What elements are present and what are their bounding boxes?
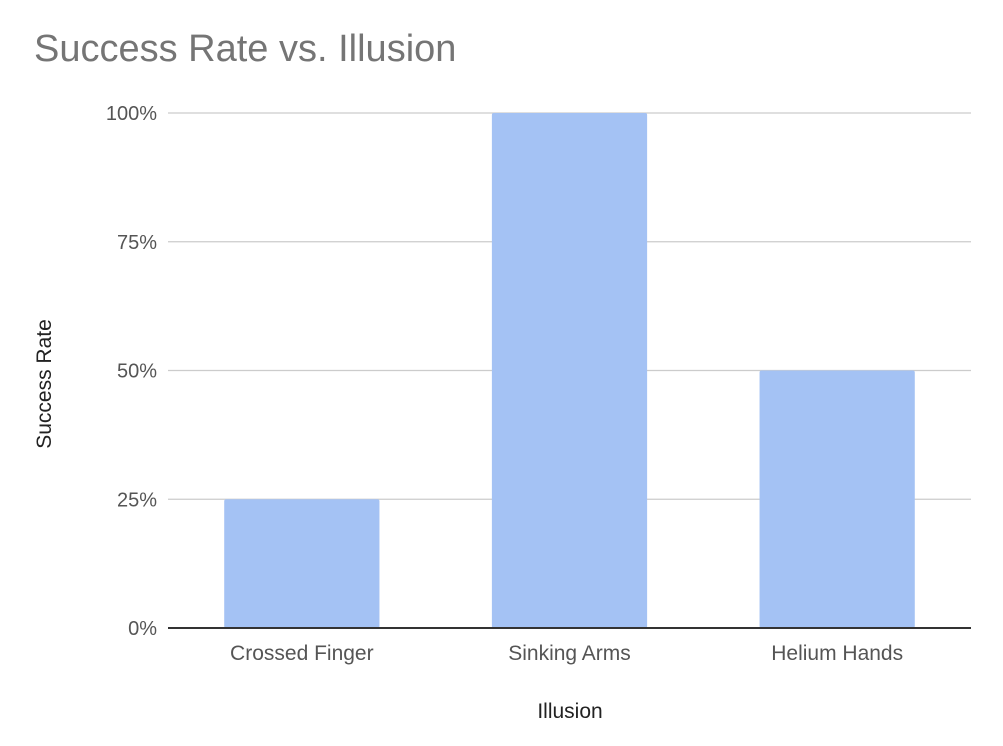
y-tick-label: 50% bbox=[117, 361, 157, 383]
x-tick-label: Helium Hands bbox=[771, 642, 903, 665]
y-tick-label: 0% bbox=[128, 618, 157, 640]
y-tick-label: 100% bbox=[106, 103, 157, 125]
x-tick-label: Crossed Finger bbox=[230, 642, 374, 665]
x-axis-title: Illusion bbox=[537, 700, 603, 723]
bar bbox=[759, 370, 915, 628]
y-tick-label: 25% bbox=[117, 489, 157, 511]
bar bbox=[224, 499, 380, 628]
x-tick-label: Sinking Arms bbox=[508, 642, 631, 665]
bar bbox=[491, 113, 648, 628]
y-tick-label: 75% bbox=[117, 232, 157, 254]
chart-title: Success Rate vs. Illusion bbox=[34, 28, 457, 70]
